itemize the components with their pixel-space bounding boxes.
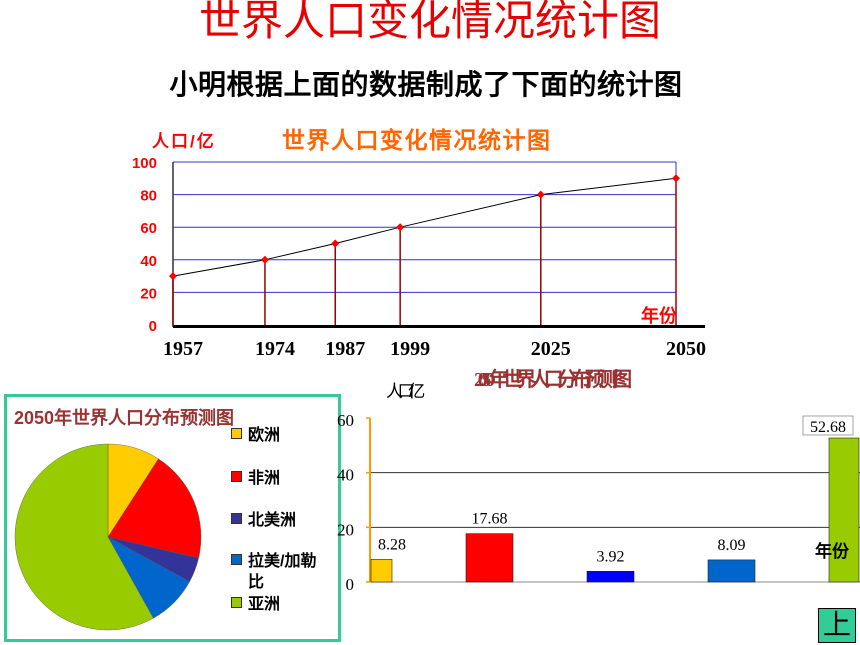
line-chart-y-axis-label: 人口/亿 xyxy=(152,132,216,151)
line-chart-x-tick-label: 2050 xyxy=(666,338,706,360)
legend-item: 欧洲 xyxy=(231,425,331,469)
legend-label: 亚洲 xyxy=(248,596,281,613)
pie-slice xyxy=(107,458,202,559)
legend-swatch xyxy=(231,428,242,439)
bar xyxy=(707,559,756,583)
line-chart-point-marker xyxy=(396,223,405,232)
pie-slice xyxy=(14,443,154,631)
legend-item: 拉美/加勒比 xyxy=(231,551,331,595)
legend-item: 北美洲 xyxy=(231,510,331,554)
legend-swatch xyxy=(231,471,242,482)
line-chart-x-tick-label: 1987 xyxy=(325,338,365,360)
line-chart-y-tick-label: 40 xyxy=(140,253,157,270)
bar-value-label: 8.28 xyxy=(378,536,406,553)
line-chart-point-marker xyxy=(331,239,340,248)
bar-value-label: 3.92 xyxy=(597,548,625,565)
line-chart-x-tick-label: 1999 xyxy=(390,338,430,360)
legend-swatch xyxy=(231,554,242,565)
slide-subtitle: 小明根据上面的数据制成了下面的统计图 xyxy=(169,69,683,100)
pie-chart-title: 2050年世界人口分布预测图 xyxy=(14,408,235,428)
legend-item: 非洲 xyxy=(231,468,331,512)
bar-chart-y-tick-label: 40 xyxy=(337,466,354,485)
line-chart-title: 世界人口变化情况统计图 xyxy=(282,127,552,153)
legend-label: 拉美/加勒比 xyxy=(248,553,317,591)
line-chart-y-tick-label: 100 xyxy=(132,155,157,172)
line-chart-y-tick-label: 80 xyxy=(140,188,157,205)
bar xyxy=(828,437,860,583)
line-chart-point-marker xyxy=(536,190,545,199)
line-chart-point-marker xyxy=(260,255,269,264)
legend-label: 欧洲 xyxy=(248,427,281,444)
bar-chart-y-tick-label: 0 xyxy=(346,575,355,594)
legend-swatch xyxy=(231,513,242,524)
slide-title: 世界人口变化情况统计图 xyxy=(198,0,661,45)
legend-label: 非洲 xyxy=(248,470,281,487)
bar xyxy=(465,533,514,583)
line-chart-point-marker xyxy=(169,272,177,281)
bar-chart-y-tick-label: 20 xyxy=(337,520,354,539)
line-chart-y-tick-label: 60 xyxy=(140,220,157,237)
line-chart-y-tick-label: 0 xyxy=(149,318,157,335)
legend-label: 北美洲 xyxy=(248,512,297,529)
line-chart-y-tick-label: 20 xyxy=(140,285,157,302)
bar-chart-y-tick-label: 60 xyxy=(337,411,354,430)
bar xyxy=(586,570,635,583)
legend-swatch xyxy=(231,597,242,608)
line-chart-trend-line xyxy=(172,177,677,277)
bar-value-label: 8.09 xyxy=(718,537,746,554)
legend-item: 亚洲 xyxy=(231,594,331,638)
previous-slide-button[interactable]: 上 xyxy=(818,608,856,643)
line-chart-x-tick-label: 2025 xyxy=(531,338,571,360)
bar-value-label: 52.68 xyxy=(810,419,846,436)
line-chart-x-tick-label: 1974 xyxy=(255,338,295,360)
pie-chart-panel xyxy=(4,394,341,642)
line-chart-x-axis-label: 年份 xyxy=(641,305,678,326)
bar-value-label-box xyxy=(802,415,854,436)
bar xyxy=(370,559,393,583)
line-chart-x-tick-label: 1957 xyxy=(163,338,203,360)
line-chart-point-marker xyxy=(672,174,680,183)
bar-chart-title: 2050年世界人口分布预测图 xyxy=(474,369,632,391)
bar-chart-y-axis-label: 人口/亿 xyxy=(386,382,425,401)
bar-value-label: 17.68 xyxy=(472,511,508,528)
bar-chart-x-axis-label: 年份 xyxy=(815,542,849,561)
